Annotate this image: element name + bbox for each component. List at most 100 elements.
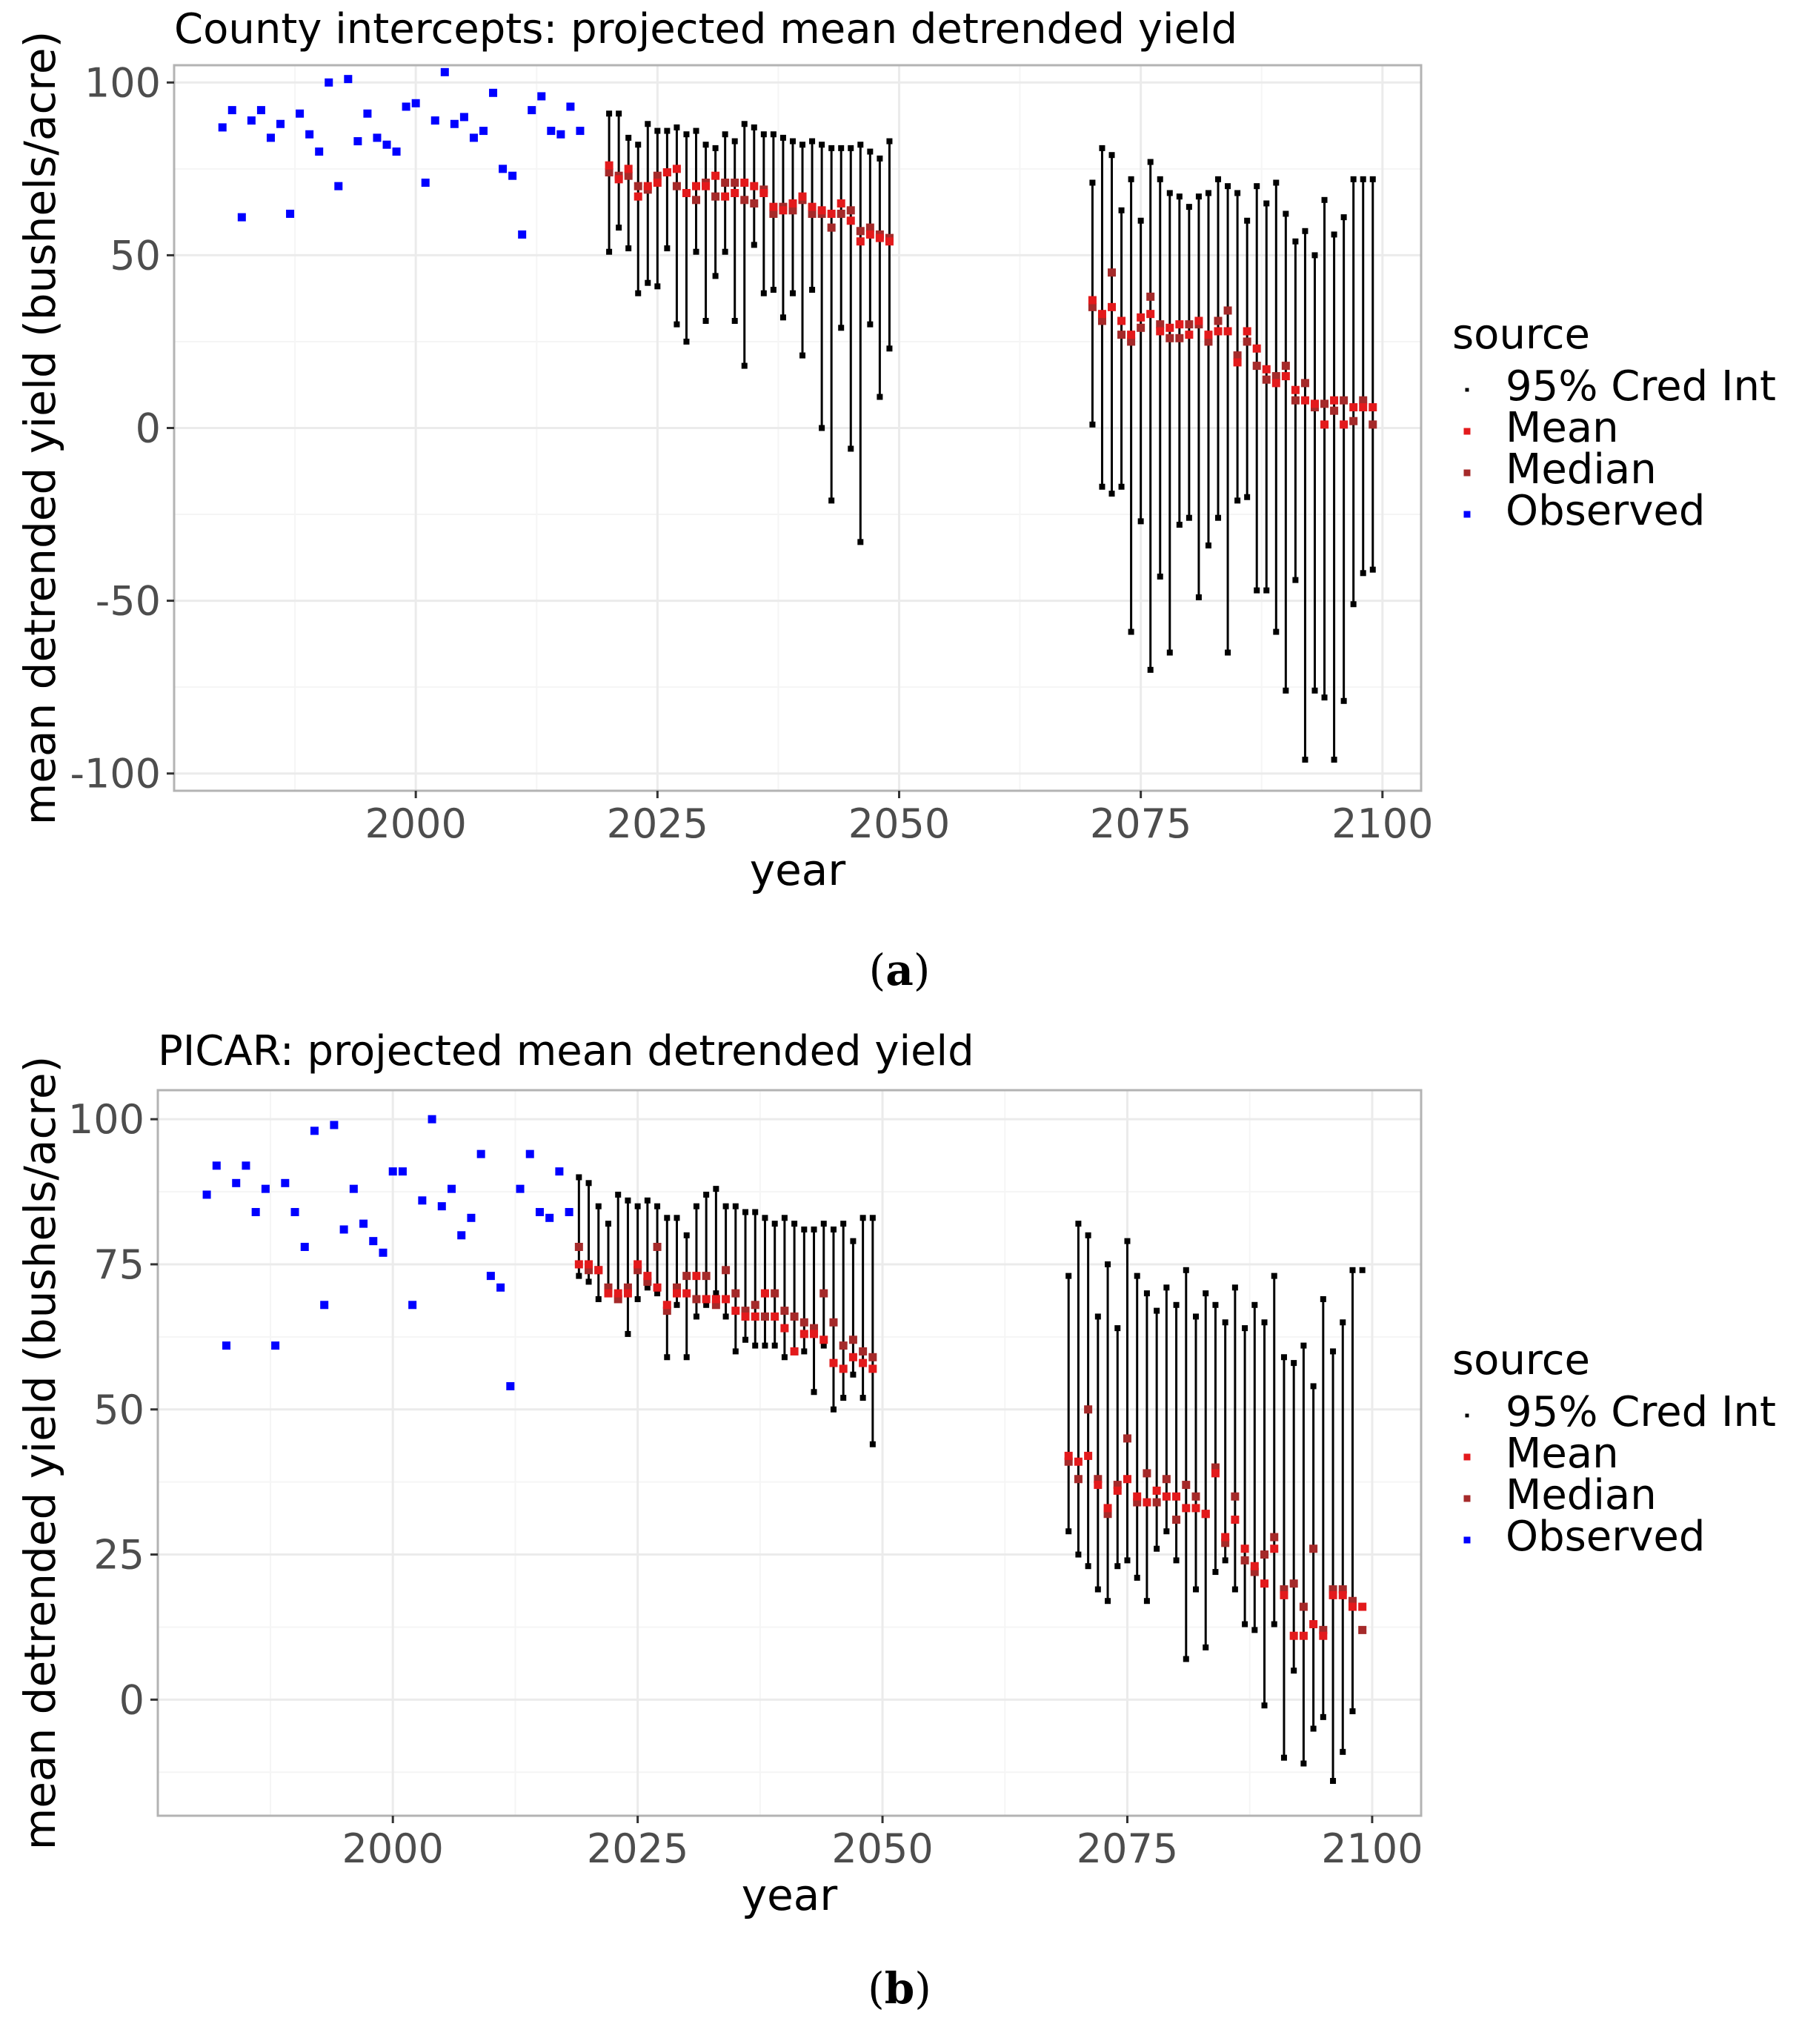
ci-upper-point — [840, 1221, 847, 1227]
median-point — [799, 1318, 808, 1327]
ci-upper-point — [752, 1209, 759, 1215]
mean-point — [1103, 1504, 1112, 1513]
observed-point — [310, 1126, 319, 1135]
mean-point — [759, 188, 768, 197]
x-tick-label: 2100 — [1321, 1825, 1423, 1872]
ci-lower-point — [840, 1395, 847, 1401]
ci-lower-point — [645, 279, 651, 286]
mean-point — [722, 1295, 731, 1304]
median-point — [1165, 334, 1174, 342]
median-point — [702, 1272, 711, 1281]
ci-upper-point — [1157, 176, 1163, 182]
ci-upper-point — [1360, 176, 1366, 182]
ci-lower-point — [838, 325, 845, 331]
median-point — [613, 1295, 622, 1304]
legend-title: source — [1452, 1336, 1590, 1384]
ci-lower-point — [1225, 649, 1231, 656]
ci-upper-point — [1283, 210, 1289, 217]
median-point — [574, 1242, 583, 1251]
median-point — [1088, 302, 1097, 311]
ci-upper-point — [820, 1221, 827, 1227]
mean-point — [799, 1330, 808, 1338]
ci-lower-point — [867, 321, 874, 328]
ci-lower-point — [635, 290, 642, 296]
observed-point — [476, 1149, 485, 1158]
observed-point — [290, 1207, 299, 1216]
median-point — [692, 1295, 701, 1304]
ci-upper-point — [838, 145, 845, 151]
ci-upper-point — [1291, 1360, 1297, 1367]
median-point — [1162, 1475, 1171, 1484]
ci-upper-point — [1244, 217, 1251, 224]
ci-lower-point — [693, 248, 699, 255]
ci-lower-point — [1186, 514, 1192, 521]
mean-point — [692, 1272, 701, 1281]
ci-upper-point — [1340, 214, 1347, 221]
mean-point — [634, 1260, 642, 1269]
ci-lower-point — [850, 1371, 857, 1378]
ci-upper-point — [1099, 145, 1105, 151]
legend-label: 95% Cred Int — [1506, 1388, 1776, 1436]
median-point — [1280, 1585, 1288, 1594]
ci-upper-point — [1321, 196, 1328, 203]
ci-upper-point — [1311, 252, 1318, 259]
mean-point — [741, 1312, 750, 1321]
y-tick-label: 0 — [119, 1676, 144, 1723]
legend-key — [1465, 1413, 1469, 1418]
chart-title: County intercepts: projected mean detren… — [174, 5, 1237, 53]
data-layer — [202, 1115, 1367, 1785]
median-point — [731, 179, 739, 188]
observed-point — [349, 1184, 358, 1193]
x-tick-label: 2075 — [1090, 800, 1191, 847]
ci-lower-point — [1360, 570, 1366, 577]
mean-point — [769, 202, 778, 211]
observed-point — [315, 147, 324, 156]
observed-point — [486, 1272, 495, 1281]
ci-upper-point — [595, 1203, 602, 1210]
mean-point — [623, 1289, 632, 1298]
ci-upper-point — [1340, 1319, 1346, 1326]
ci-upper-point — [886, 138, 893, 145]
median-point — [1369, 420, 1377, 429]
mean-point — [1074, 1457, 1083, 1466]
ci-lower-point — [585, 1278, 592, 1285]
ci-lower-point — [789, 290, 796, 296]
ci-upper-point — [799, 142, 806, 148]
median-point — [856, 227, 865, 236]
ci-upper-point — [1176, 193, 1183, 200]
ci-upper-point — [1263, 200, 1270, 207]
ci-lower-point — [1193, 1586, 1200, 1593]
median-point — [672, 182, 681, 190]
ci-lower-point — [1340, 697, 1347, 704]
mean-point — [827, 209, 836, 218]
observed-point — [379, 1248, 388, 1257]
ci-lower-point — [859, 1395, 866, 1401]
mean-point — [1137, 313, 1145, 322]
median-point — [810, 1324, 819, 1333]
mean-point — [1214, 327, 1223, 336]
ci-upper-point — [789, 138, 796, 145]
ci-upper-point — [1114, 1325, 1121, 1332]
observed-point — [469, 133, 478, 142]
median-point — [827, 223, 836, 232]
observed-point — [266, 133, 275, 142]
ci-upper-point — [771, 1221, 778, 1227]
mean-point — [721, 192, 730, 201]
ci-upper-point — [702, 142, 709, 148]
legend-key — [1465, 388, 1469, 392]
median-point — [1348, 1596, 1357, 1605]
median-point — [1152, 1498, 1161, 1507]
ci-upper-point — [1215, 176, 1222, 182]
ci-upper-point — [703, 1191, 710, 1198]
median-point — [721, 179, 730, 188]
legend-key — [1463, 1536, 1471, 1544]
ci-upper-point — [877, 155, 883, 162]
mean-point — [1127, 331, 1136, 339]
observed-point — [222, 1341, 231, 1350]
ci-upper-point — [1271, 1272, 1277, 1279]
median-point — [1340, 396, 1349, 405]
median-point — [740, 196, 749, 205]
ci-lower-point — [820, 1342, 827, 1349]
mean-point — [692, 182, 701, 190]
